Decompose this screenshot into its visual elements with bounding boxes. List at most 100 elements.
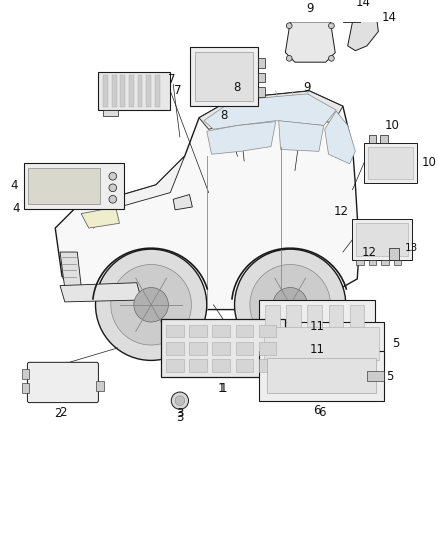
Text: 9: 9 <box>307 2 314 15</box>
Bar <box>212 359 230 372</box>
Text: 13: 13 <box>405 243 418 253</box>
Bar <box>166 325 184 337</box>
Bar <box>138 75 142 107</box>
Bar <box>96 382 104 391</box>
Polygon shape <box>60 252 81 288</box>
Bar <box>381 260 389 265</box>
Bar <box>103 75 108 107</box>
Circle shape <box>95 249 207 360</box>
Bar <box>307 305 322 334</box>
Text: 6: 6 <box>313 404 321 417</box>
Text: 2: 2 <box>59 406 67 419</box>
Bar <box>236 342 253 354</box>
Bar <box>120 75 125 107</box>
Bar <box>24 163 124 209</box>
Text: 5: 5 <box>392 337 399 350</box>
Bar <box>258 359 276 372</box>
Bar <box>328 305 343 334</box>
Bar <box>368 147 413 179</box>
Circle shape <box>286 23 292 29</box>
Text: 14: 14 <box>356 0 371 9</box>
Bar <box>369 260 377 265</box>
Bar <box>259 322 384 365</box>
Bar <box>236 325 253 337</box>
Bar <box>357 223 408 256</box>
Circle shape <box>109 196 117 203</box>
Bar <box>357 260 364 265</box>
Circle shape <box>109 184 117 192</box>
Text: 2: 2 <box>54 407 62 419</box>
Bar <box>259 300 374 338</box>
Bar <box>190 359 207 372</box>
Text: 14: 14 <box>381 11 396 23</box>
Circle shape <box>387 241 400 255</box>
Circle shape <box>109 173 117 180</box>
Bar <box>259 351 384 401</box>
Circle shape <box>235 249 346 360</box>
Text: 9: 9 <box>304 80 311 94</box>
Bar <box>21 383 29 393</box>
Bar <box>394 260 401 265</box>
Bar <box>264 327 379 360</box>
Bar <box>146 75 151 107</box>
Bar <box>190 342 207 354</box>
Text: 7: 7 <box>168 73 175 86</box>
Polygon shape <box>60 282 141 302</box>
Circle shape <box>273 287 307 322</box>
Polygon shape <box>348 12 378 51</box>
Text: 8: 8 <box>220 109 228 123</box>
Bar <box>28 168 100 204</box>
Bar <box>380 135 388 143</box>
Bar <box>258 72 265 82</box>
Text: 4: 4 <box>10 180 18 192</box>
Text: 10: 10 <box>385 119 400 132</box>
Text: 12: 12 <box>362 246 377 259</box>
Polygon shape <box>286 22 335 62</box>
Bar <box>258 58 265 68</box>
Bar <box>21 369 29 378</box>
Text: 10: 10 <box>421 156 436 169</box>
Bar <box>267 359 377 393</box>
Polygon shape <box>325 111 355 164</box>
Bar <box>112 75 117 107</box>
Circle shape <box>286 55 292 61</box>
Text: 6: 6 <box>318 406 325 419</box>
Circle shape <box>134 287 168 322</box>
Polygon shape <box>74 156 185 209</box>
Bar <box>99 72 170 110</box>
Text: 1: 1 <box>217 382 225 395</box>
Bar <box>195 52 253 101</box>
Bar <box>161 319 286 377</box>
Bar <box>155 75 160 107</box>
Circle shape <box>346 5 357 16</box>
FancyBboxPatch shape <box>28 362 99 402</box>
Polygon shape <box>173 195 192 210</box>
Polygon shape <box>279 120 324 151</box>
Polygon shape <box>55 91 359 310</box>
Bar <box>389 248 399 260</box>
Bar <box>364 143 417 183</box>
Bar <box>258 87 265 96</box>
Bar <box>212 342 230 354</box>
Bar <box>258 325 276 337</box>
Circle shape <box>111 264 191 345</box>
Text: 3: 3 <box>176 407 184 419</box>
Circle shape <box>328 23 334 29</box>
Circle shape <box>328 55 334 61</box>
Bar <box>369 135 377 143</box>
Bar <box>265 305 279 334</box>
Text: 8: 8 <box>234 80 241 94</box>
Text: 11: 11 <box>310 343 325 357</box>
Bar <box>166 342 184 354</box>
Circle shape <box>175 396 185 406</box>
Polygon shape <box>204 94 336 130</box>
Bar <box>258 342 276 354</box>
Circle shape <box>250 264 330 345</box>
Bar <box>103 110 117 116</box>
Bar <box>286 305 301 334</box>
Bar <box>166 359 184 372</box>
Circle shape <box>171 392 188 409</box>
Text: 7: 7 <box>174 84 182 98</box>
Text: 4: 4 <box>12 203 20 215</box>
Bar <box>236 359 253 372</box>
